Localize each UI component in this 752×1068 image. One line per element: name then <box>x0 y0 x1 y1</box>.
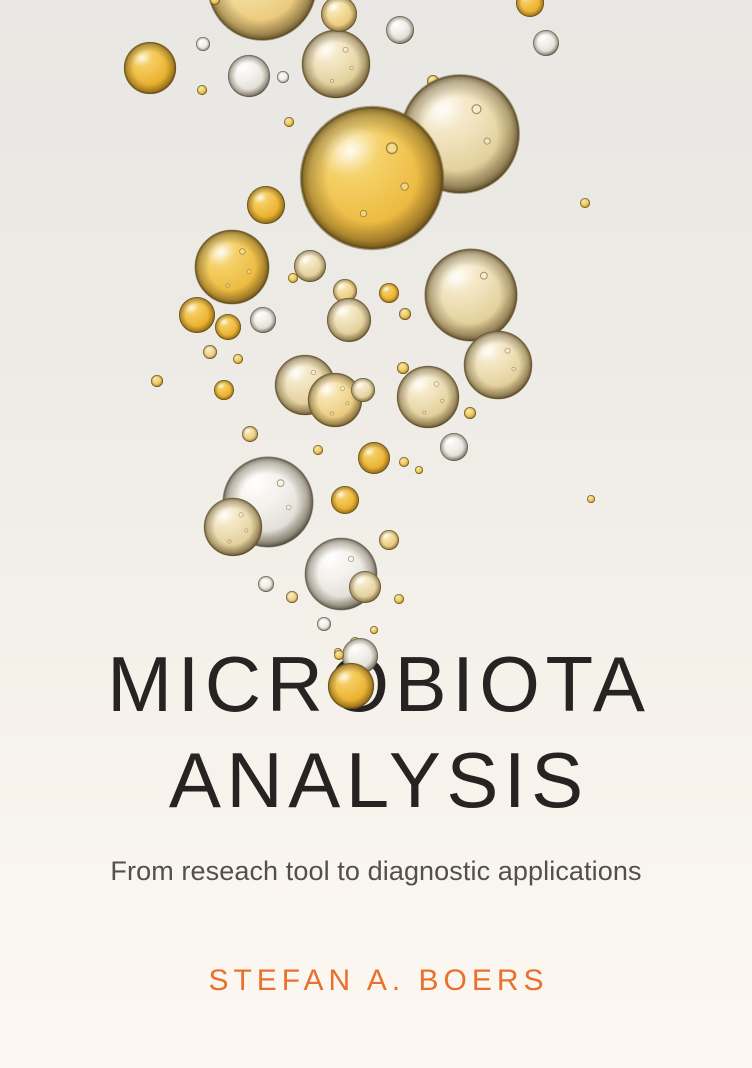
bubble <box>286 591 298 603</box>
bubble <box>440 433 468 461</box>
bubble <box>151 375 163 387</box>
bubble <box>396 365 460 429</box>
bubble <box>516 0 544 17</box>
bubble <box>379 283 399 303</box>
bubble <box>178 296 216 334</box>
bubble <box>210 0 220 5</box>
bubble <box>349 571 381 603</box>
cover-author-name: STEFAN A. BOERS <box>208 964 549 997</box>
cover-title-block: MICROBIOTA ANALYSIS <box>0 636 752 828</box>
bubble <box>313 445 323 455</box>
bubble <box>415 466 423 474</box>
bubble <box>294 250 326 282</box>
bubble <box>304 537 378 611</box>
bubble <box>370 626 378 634</box>
bubble <box>284 117 294 127</box>
bubble <box>250 307 276 333</box>
bubble <box>424 248 518 342</box>
bubble <box>214 380 234 400</box>
bubble <box>203 497 263 557</box>
bubble <box>307 372 363 428</box>
cover-subtitle: From reseach tool to diagnostic applicat… <box>110 856 642 886</box>
bubble <box>299 105 445 251</box>
bubble <box>242 426 258 442</box>
bubble <box>463 330 533 400</box>
bubble <box>288 273 298 283</box>
bubble <box>464 407 476 419</box>
bubble <box>197 85 207 95</box>
bubble <box>123 41 177 95</box>
bubble <box>358 442 390 474</box>
bubble <box>379 530 399 550</box>
bubble <box>321 0 357 32</box>
bubble <box>326 297 372 343</box>
bubble <box>399 457 409 467</box>
bubble <box>331 486 359 514</box>
bubble <box>580 198 590 208</box>
bubble <box>203 345 217 359</box>
bubble <box>333 279 357 303</box>
bubble <box>258 576 274 592</box>
bubble <box>397 362 409 374</box>
bubble <box>399 308 411 320</box>
bubble <box>246 185 286 225</box>
bubble <box>394 594 404 604</box>
bubble <box>196 37 210 51</box>
title-line-analysis: ANALYSIS <box>168 736 589 824</box>
bubble <box>233 354 243 364</box>
bubble <box>194 229 270 305</box>
bubble <box>209 0 315 41</box>
bubble <box>301 29 371 99</box>
bubble <box>317 617 331 631</box>
bubble <box>533 30 559 56</box>
bubble <box>351 378 375 402</box>
bubble <box>587 495 595 503</box>
bubble <box>215 314 241 340</box>
bubble <box>386 16 414 44</box>
bubble <box>277 71 289 83</box>
title-line-microbiota: MICROBIOTA <box>107 640 651 728</box>
bubble <box>227 54 271 98</box>
